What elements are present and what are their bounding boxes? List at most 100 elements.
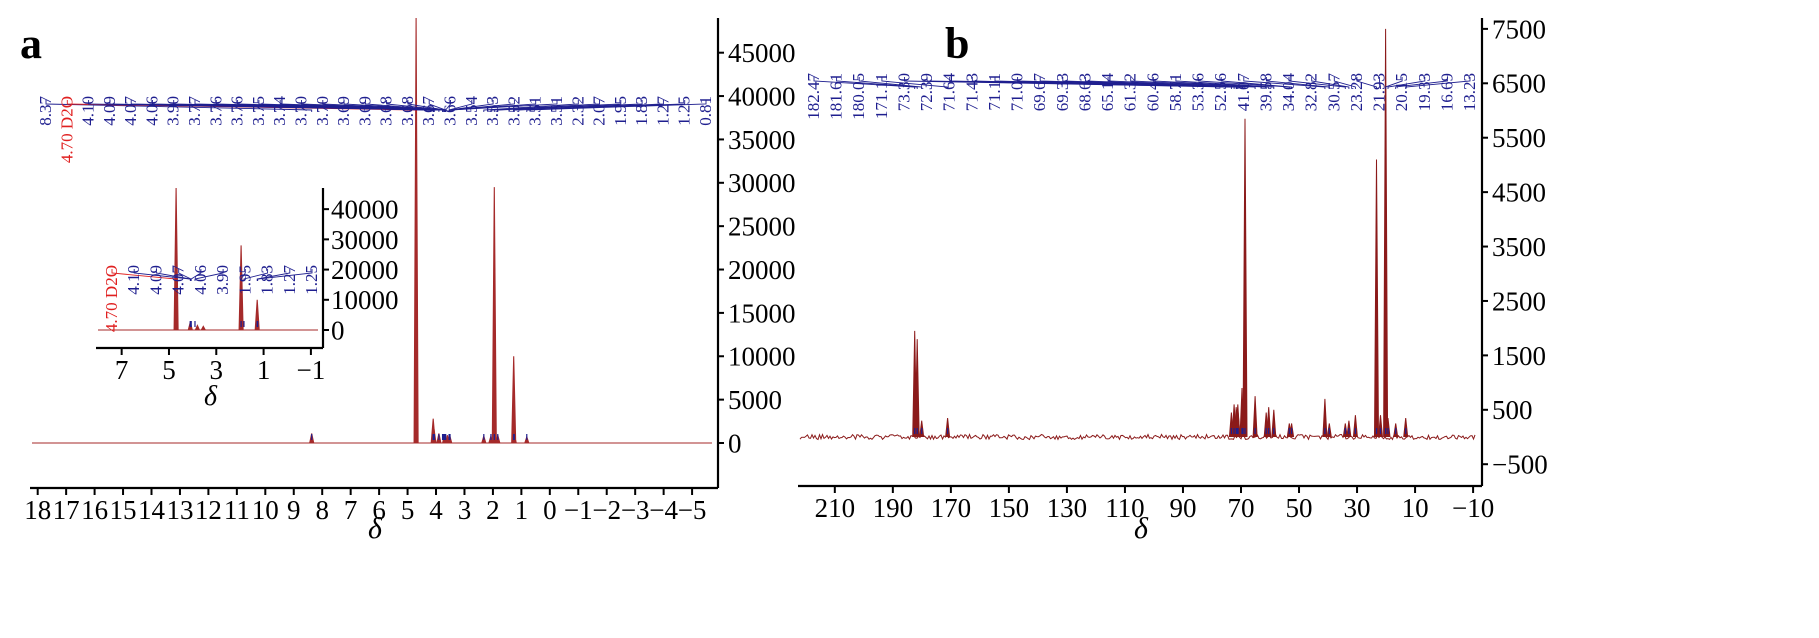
y-tick-label: 20000: [331, 255, 399, 285]
peak-label: 3.74: [270, 96, 289, 126]
spectrum-peak: [914, 339, 920, 438]
peak-label-leader: [1395, 77, 1448, 89]
x-tick-label: 2: [486, 495, 500, 525]
y-tick-label: 40000: [331, 195, 399, 225]
peak-label-leader: [243, 269, 269, 281]
peak-label: 3.67: [419, 96, 438, 126]
peak-label: 3.68: [377, 96, 396, 126]
x-tick-label: −4: [649, 495, 678, 525]
peak-label: 3.70: [313, 96, 332, 126]
peak-label-leader: [1243, 77, 1326, 89]
y-tick-label: 10000: [331, 285, 399, 315]
peak-label: 2.07: [590, 96, 609, 126]
peak-label: 4.07: [169, 265, 188, 295]
spectrum-peak: [1403, 417, 1409, 438]
spectrum-peak: [1378, 415, 1383, 438]
x-tick-label: 8: [315, 495, 329, 525]
y-tick-label: 1500: [1492, 341, 1546, 371]
spectrum-peak: [1385, 417, 1391, 438]
y-tick-label: 6500: [1492, 69, 1546, 99]
peak-label: 39.58: [1256, 73, 1275, 111]
y-tick-label: 0: [728, 428, 742, 458]
x-tick-label: −2: [592, 495, 621, 525]
spectrum-peak: [194, 324, 200, 331]
y-tick-label: 30000: [331, 225, 399, 255]
peak-label: 19.33: [1415, 73, 1434, 111]
peak-label-leader: [190, 269, 202, 281]
peak-label-leader: [155, 269, 191, 281]
peak-label: 3.90: [164, 96, 183, 126]
peak-label: 60.46: [1143, 73, 1162, 111]
peak-label: 4.70 D2O: [102, 265, 121, 332]
x-tick-label: 18: [24, 495, 51, 525]
panel-b-letter: b: [945, 19, 969, 68]
x-tick-label: 190: [873, 493, 914, 523]
peak-label: 180.05: [849, 73, 868, 120]
peak-label-leader: [813, 77, 916, 89]
peak-label: 4.09: [100, 96, 119, 126]
x-tick-label: 16: [81, 495, 108, 525]
peak-label: 182.47: [804, 73, 823, 120]
spectrum-peak: [1266, 407, 1272, 438]
peak-label-leader: [1405, 77, 1471, 89]
peak-label: 3.90: [213, 265, 232, 295]
peak-label: 13.23: [1460, 73, 1479, 111]
peak-label: 3.51: [526, 96, 545, 126]
peak-label: 1.83: [258, 265, 277, 295]
spectrum-peak: [1271, 409, 1277, 438]
peak-label: 171.11: [872, 73, 891, 119]
peak-label: 1.27: [280, 265, 299, 295]
peak-label: 0.81: [696, 96, 715, 126]
spectrum-peak: [1352, 415, 1358, 438]
peak-label: 3.68: [398, 96, 417, 126]
x-tick-label: 6: [372, 495, 386, 525]
spectrum-peak: [945, 417, 951, 438]
x-tick-label: 7: [115, 355, 129, 385]
peak-label: 1.25: [302, 265, 321, 295]
peak-label: 3.76: [206, 96, 225, 126]
peak-label: 61.32: [1121, 73, 1140, 111]
peak-label: 3.51: [547, 96, 566, 126]
peak-label: 30.57: [1324, 73, 1343, 112]
x-tick-label: 5: [162, 355, 176, 385]
y-tick-label: 4500: [1492, 178, 1546, 208]
peak-label: 181.61: [827, 73, 846, 120]
peak-label: 58.71: [1166, 73, 1185, 111]
peak-label-leader: [445, 100, 451, 112]
x-tick-label: 10: [1402, 493, 1429, 523]
peak-label-leader: [1152, 77, 1270, 89]
x-tick-label: 210: [815, 493, 856, 523]
y-tick-label: 500: [1492, 395, 1533, 425]
x-tick-label: 7: [344, 495, 358, 525]
peak-label: 4.06: [191, 265, 210, 295]
peak-label: 21.93: [1370, 73, 1389, 111]
y-tick-label: 2500: [1492, 286, 1546, 316]
x-tick-label: 11: [224, 495, 250, 525]
x-tick-label: −1: [297, 355, 326, 385]
x-tick-label: 17: [53, 495, 80, 525]
peak-label-leader: [279, 100, 444, 112]
peak-label-leader: [1288, 77, 1346, 89]
peak-label: 1.95: [235, 265, 254, 295]
peak-label: 68.63: [1075, 73, 1094, 111]
peak-label: 2.32: [568, 96, 587, 126]
peak-label: 34.04: [1279, 73, 1298, 112]
y-tick-label: 7500: [1492, 14, 1546, 44]
peak-label: 4.10: [124, 265, 143, 295]
x-axis-label: δ: [204, 381, 218, 412]
peak-label-leader: [194, 269, 224, 281]
peak-label: 41.07: [1234, 73, 1253, 112]
peak-label: 4.10: [79, 96, 98, 126]
peak-label: 32.82: [1302, 73, 1321, 111]
x-tick-label: −1: [564, 495, 593, 525]
y-tick-label: 35000: [728, 125, 796, 155]
peak-label-leader: [240, 269, 246, 281]
x-axis-label: δ: [1134, 512, 1149, 545]
spectrum-peak: [173, 187, 179, 331]
peak-label: 69.67: [1030, 73, 1049, 112]
peak-label-leader: [111, 269, 177, 281]
x-tick-label: 13: [166, 495, 193, 525]
peak-label-leader: [1175, 77, 1275, 89]
spectrum-peak: [200, 325, 206, 331]
